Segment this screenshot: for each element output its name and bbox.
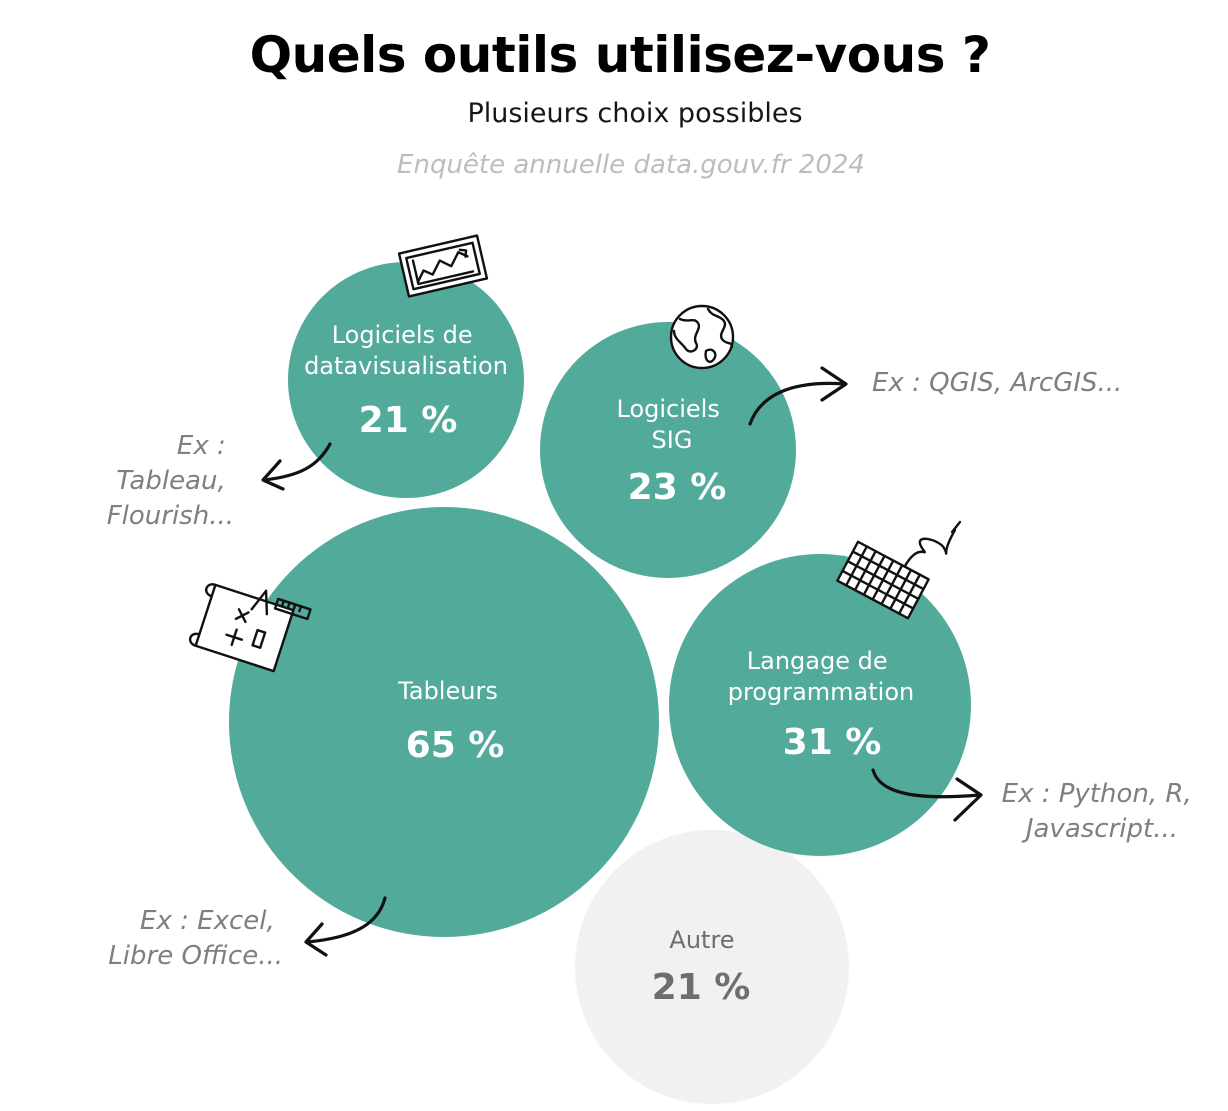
bubble-tableurs [229, 507, 659, 937]
bubble-sig [540, 322, 796, 578]
arrow-sig [748, 366, 848, 426]
note-dataviz: Ex : Tableau, Flourish... [107, 431, 234, 531]
bubble-programmation-label-line: Langage de [747, 647, 888, 675]
bubble-dataviz-label-line: datavisualisation [304, 352, 508, 380]
blueprint-icon [188, 583, 312, 673]
chart-title: Quels outils utilisez-vous ? [249, 26, 991, 84]
note-programmation-line: Ex : Python, R, [1002, 779, 1192, 809]
bubble-autre-value: 21 % [652, 967, 751, 1008]
note-dataviz-line: Tableau, [116, 466, 225, 496]
note-programmation: Ex : Python, R, Javascript... [1002, 779, 1200, 844]
bubble-sig-label-line: SIG [652, 426, 693, 454]
arrow-tableurs [304, 896, 387, 957]
note-tableurs: Ex : Excel, Libre Office... [108, 906, 283, 971]
bubble-dataviz-label-line: Logiciels de [332, 321, 473, 349]
bubble-dataviz-label: Logiciels de datavisualisation [304, 321, 508, 380]
chart-subtitle: Plusieurs choix possibles [467, 98, 803, 129]
bubble-programmation [669, 554, 971, 856]
note-tableurs-line: Ex : Excel, [140, 906, 275, 936]
keyboard-icon [836, 520, 962, 620]
note-tableurs-line: Libre Office... [108, 941, 283, 971]
note-dataviz-line: Ex : [177, 431, 226, 461]
note-sig: Ex : QGIS, ArcGIS... [872, 368, 1122, 398]
bubble-programmation-label: Langage de programmation [728, 647, 915, 706]
bubble-sig-value: 23 % [628, 467, 727, 508]
bubble-sig-label: Logiciels SIG [617, 395, 728, 454]
bubble-programmation-value: 31 % [783, 722, 882, 763]
arrow-programmation [871, 768, 983, 822]
bubble-tableurs-label: Tableurs [397, 677, 498, 705]
note-dataviz-line: Flourish... [107, 501, 234, 531]
chart-icon [397, 234, 489, 298]
chart-source: Enquête annuelle data.gouv.fr 2024 [397, 150, 865, 180]
bubble-sig-label-line: Logiciels [617, 395, 720, 423]
bubble-tableurs-value: 65 % [406, 725, 505, 766]
bubble-dataviz [288, 262, 524, 498]
bubble-dataviz-value: 21 % [359, 400, 458, 441]
bubble-programmation-label-line: programmation [728, 678, 915, 706]
arrow-dataviz [261, 442, 332, 491]
bubble-autre [575, 830, 849, 1104]
globe-icon [669, 304, 735, 370]
bubble-autre-label: Autre [669, 926, 734, 954]
note-programmation-line: Javascript... [1021, 814, 1178, 844]
